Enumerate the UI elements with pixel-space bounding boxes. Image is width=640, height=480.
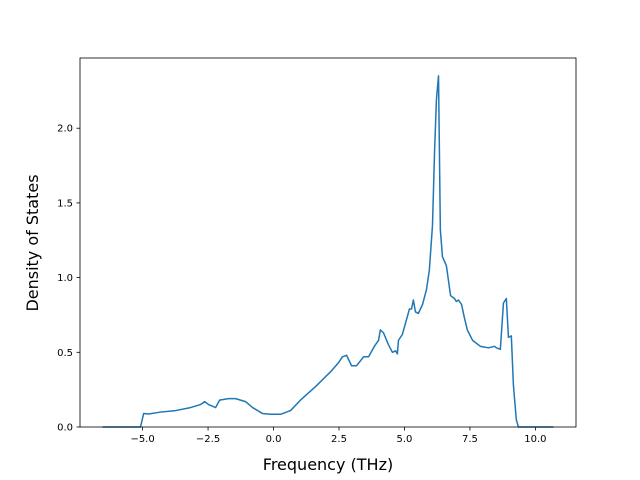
x-tick-label: −2.5 bbox=[196, 434, 220, 445]
y-tick-label: 1.0 bbox=[57, 273, 73, 284]
x-tick-label: 10.0 bbox=[524, 434, 546, 445]
y-tick-label: 1.5 bbox=[57, 198, 73, 209]
y-axis-label: Density of States bbox=[23, 174, 42, 311]
x-tick-label: 2.5 bbox=[331, 434, 347, 445]
x-tick-label: 0.0 bbox=[266, 434, 282, 445]
y-tick-label: 2.0 bbox=[57, 124, 73, 135]
plot-frame bbox=[79, 57, 577, 428]
line-series bbox=[102, 75, 554, 428]
x-tick-label: 7.5 bbox=[462, 434, 478, 445]
x-tick-label: 5.0 bbox=[397, 434, 413, 445]
y-tick-label: 0.5 bbox=[57, 348, 73, 359]
x-axis-label: Frequency (THz) bbox=[263, 455, 393, 474]
x-tick-label: −5.0 bbox=[130, 434, 154, 445]
y-tick-label: 0.0 bbox=[57, 423, 73, 434]
